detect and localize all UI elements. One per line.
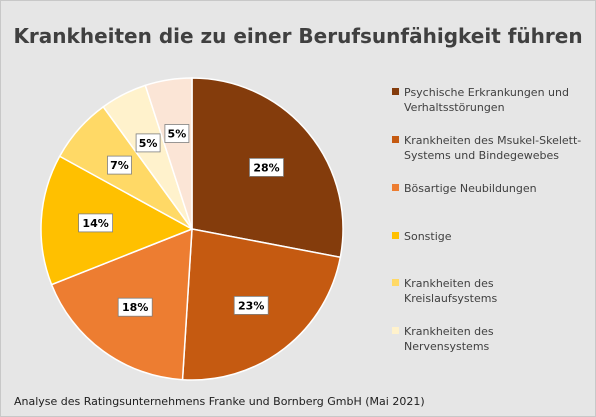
legend-label: Krankheiten des Nervensystems (404, 325, 494, 353)
legend-label: Psychische Erkrankungen und Verhaltsstör… (404, 86, 569, 114)
source-note: Analyse des Ratingsunternehmens Franke u… (14, 395, 425, 408)
legend-swatch (392, 184, 399, 191)
svg-text:5%: 5% (139, 137, 158, 150)
svg-text:23%: 23% (238, 299, 264, 312)
legend-label: Krankheiten des Kreislaufsystems (404, 277, 498, 305)
legend-swatch (392, 136, 399, 143)
legend-item-4: Sonstige (392, 229, 582, 244)
legend-label: Sonstige (404, 230, 452, 243)
svg-text:5%: 5% (168, 128, 187, 141)
data-label-4: 14% (78, 213, 113, 233)
data-label-3: 18% (117, 297, 153, 317)
chart-title: Krankheiten die zu einer Berufsunfähigke… (13, 24, 583, 48)
legend-label: Krankheiten des Msukel-Skelett-Systems u… (404, 134, 582, 162)
svg-text:7%: 7% (110, 159, 129, 172)
data-label-7: 5% (164, 124, 190, 143)
legend-label: Bösartige Neubildungen (404, 182, 537, 195)
pie-slice-4 (40, 155, 194, 286)
data-label-6: 5% (135, 133, 161, 153)
legend-item-2: Krankheiten des Msukel-Skelett-Systems u… (392, 133, 582, 163)
legend-item-1: Psychische Erkrankungen und Verhaltsstör… (392, 85, 582, 115)
legend-swatch (392, 327, 399, 334)
svg-text:28%: 28% (253, 161, 279, 174)
data-label-2: 23% (233, 295, 269, 315)
legend-swatch (392, 88, 399, 95)
legend-item-6: Krankheiten des Nervensystems (392, 324, 582, 354)
svg-text:14%: 14% (82, 217, 108, 230)
legend-item-3: Bösartige Neubildungen (392, 181, 582, 196)
data-label-5: 7% (107, 155, 132, 175)
legend-swatch (392, 232, 399, 239)
legend-item-5: Krankheiten des Kreislaufsystems (392, 276, 582, 306)
pie-slice-7 (144, 77, 193, 230)
data-label-1: 28% (249, 157, 284, 177)
legend-swatch (392, 279, 399, 286)
svg-text:18%: 18% (122, 301, 148, 314)
